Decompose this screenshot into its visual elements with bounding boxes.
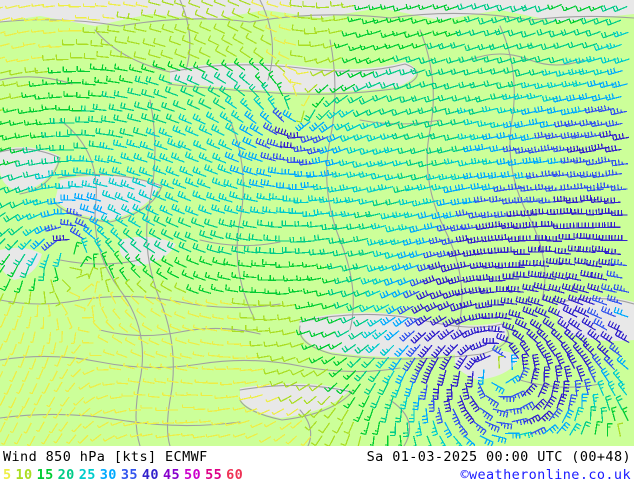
legend-tick-5: 5 — [3, 467, 12, 483]
legend-tick-15: 15 — [36, 467, 54, 483]
legend-tick-30: 30 — [99, 467, 117, 483]
legend-tick-60: 60 — [226, 467, 244, 483]
page-title: Wind 850 hPa [kts] ECMWF — [3, 449, 208, 465]
legend-tick-35: 35 — [120, 467, 138, 483]
legend-tick-25: 25 — [78, 467, 96, 483]
forecast-timestamp: Sa 01-03-2025 00:00 UTC (00+48) — [366, 449, 631, 465]
legend-tick-50: 50 — [184, 467, 202, 483]
legend-tick-20: 20 — [57, 467, 75, 483]
legend-tick-10: 10 — [15, 467, 33, 483]
legend-tick-45: 45 — [162, 467, 181, 483]
map-footer: Wind 850 hPa [kts] ECMWF 5 10 15 20 25 30 35 40… — [0, 446, 634, 490]
wind-speed-scale: 5 10 15 20 25 30 35 40 45 50 55 60 — [3, 467, 247, 483]
copyright-notice[interactable]: ©weatheronline.co.uk — [460, 467, 631, 483]
wind-barb-map[interactable] — [0, 0, 634, 446]
legend-tick-55: 55 — [205, 467, 223, 483]
map-canvas — [0, 0, 634, 446]
legend-tick-40: 40 — [141, 467, 159, 483]
